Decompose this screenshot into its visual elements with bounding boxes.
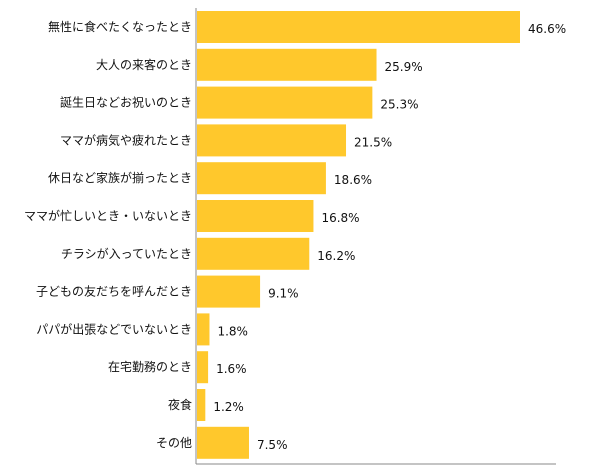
bar [197,275,261,308]
category-label: チラシが入っていたとき [61,246,192,261]
category-label: 無性に食べたくなったとき [48,19,192,34]
value-label: 7.5% [257,438,288,452]
bar [197,200,314,232]
value-label: 16.8% [321,211,359,225]
bar [197,426,249,459]
category-label: パパが出張などでいないとき [36,321,192,336]
value-label: 9.1% [268,287,299,301]
category-label: 子どもの友だちを呼んだとき [36,285,192,299]
bar [197,48,377,81]
value-label: 25.9% [385,60,423,74]
value-label: 18.6% [334,173,372,187]
bar [197,389,206,421]
category-label: その他 [156,436,192,450]
category-label: ママが病気や疲れたとき [60,132,192,147]
value-label: 25.3% [380,98,418,112]
category-label: ママが忙しいとき・いないとき [24,208,192,223]
bar [197,237,310,270]
category-label: 大人の来客のとき [96,57,192,72]
bar [197,351,209,384]
category-label: 夜食 [168,397,192,412]
bar [197,162,326,195]
bar [197,86,373,119]
value-label: 16.2% [317,249,355,263]
value-label: 46.6% [528,22,566,36]
value-label: 1.6% [216,362,247,376]
value-label: 21.5% [354,135,392,149]
bar [197,313,210,346]
category-label: 休日など家族が揃ったとき [48,170,192,185]
value-label: 1.2% [213,400,244,414]
category-label: 誕生日などお祝いのとき [60,96,192,110]
bar [197,124,347,157]
bar [197,11,520,43]
value-label: 1.8% [217,324,248,338]
category-label: 在宅勤務のとき [108,359,192,374]
